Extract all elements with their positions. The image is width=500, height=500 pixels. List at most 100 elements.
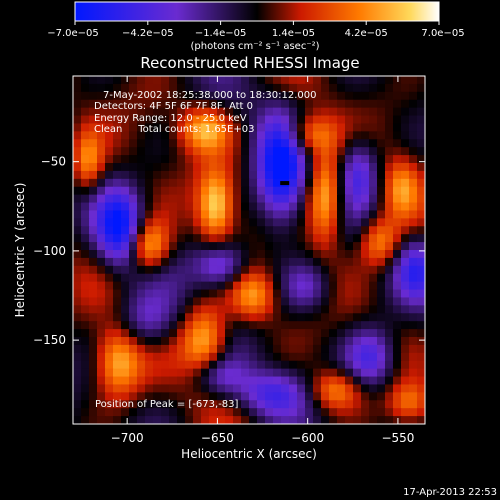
heatmap-cell (145, 250, 154, 259)
heatmap-cell (353, 210, 362, 219)
heatmap-cell (385, 83, 394, 93)
heatmap-cell (305, 131, 314, 140)
heatmap-cell (401, 115, 410, 125)
heatmap-cell (217, 155, 226, 164)
heatmap-cell (369, 242, 378, 251)
heatmap-cell (281, 384, 290, 393)
heatmap-cell (313, 170, 322, 180)
heatmap-cell (273, 305, 282, 314)
heatmap-cell (401, 257, 410, 267)
heatmap-cell (417, 91, 425, 101)
heatmap-cell (401, 360, 410, 370)
heatmap-cell (369, 360, 378, 370)
heatmap-cell (289, 163, 298, 172)
heatmap-cell (257, 352, 266, 362)
heatmap-cell (305, 400, 314, 409)
heatmap-cell (129, 392, 138, 401)
heatmap-cell (289, 408, 298, 417)
heatmap-cell (209, 329, 218, 338)
heatmap-cell (137, 242, 146, 251)
heatmap-cell (361, 400, 370, 409)
heatmap-cell (209, 337, 218, 346)
heatmap-cell (249, 155, 258, 164)
heatmap-cell (329, 170, 338, 180)
heatmap-cell (313, 289, 322, 299)
heatmap-cell (209, 178, 218, 188)
heatmap-cell (297, 281, 306, 291)
heatmap-cell (185, 194, 194, 204)
heatmap-cell (385, 147, 394, 156)
heatmap-cell (97, 131, 106, 140)
heatmap-cell (417, 123, 425, 132)
heatmap-cell (329, 337, 338, 346)
heatmap-cell (345, 352, 354, 362)
heatmap-cell (193, 408, 202, 417)
heatmap-cell (401, 352, 410, 362)
heatmap-cell (321, 218, 330, 227)
heatmap-cell (337, 155, 346, 164)
heatmap-cell (185, 218, 194, 227)
heatmap-cell (73, 194, 82, 204)
heatmap-cell (369, 376, 378, 386)
heatmap-cell (273, 400, 282, 409)
heatmap-cell (393, 170, 402, 180)
heatmap-cell (145, 242, 154, 251)
heatmap-cell (385, 329, 394, 338)
heatmap-cell (241, 242, 250, 251)
heatmap-cell (289, 281, 298, 291)
heatmap-cell (321, 178, 330, 188)
heatmap-cell (265, 384, 274, 393)
heatmap-cell (137, 392, 146, 401)
heatmap-cell (225, 416, 234, 424)
heatmap-cell (129, 376, 138, 386)
heatmap-cell (217, 265, 226, 275)
heatmap-cell (177, 281, 186, 291)
heatmap-cell (217, 147, 226, 156)
heatmap-cell (113, 218, 122, 227)
heatmap-cell (337, 281, 346, 291)
heatmap-cell (225, 170, 234, 180)
heatmap-cell (169, 218, 178, 227)
heatmap-cell (233, 202, 242, 212)
heatmap-cell (209, 218, 218, 227)
heatmap-cell (113, 115, 122, 125)
heatmap-cell (377, 257, 386, 267)
heatmap-cell (121, 202, 130, 212)
heatmap-cell (89, 273, 98, 283)
heatmap-cell (369, 83, 378, 93)
heatmap-cell (329, 400, 338, 409)
heatmap-cell (153, 297, 162, 306)
heatmap-cell (329, 155, 338, 164)
heatmap-cell (353, 242, 362, 251)
heatmap-cell (81, 250, 90, 259)
heatmap-cell (361, 329, 370, 338)
heatmap-cell (137, 139, 146, 148)
heatmap-cell (161, 210, 170, 219)
heatmap-cell (281, 250, 290, 259)
heatmap-cell (169, 400, 178, 409)
heatmap-cell (401, 83, 410, 93)
heatmap-cell (313, 131, 322, 140)
heatmap-cell (297, 273, 306, 283)
heatmap-cell (177, 170, 186, 180)
heatmap-cell (201, 163, 210, 172)
heatmap-cell (329, 210, 338, 219)
heatmap-cell (113, 273, 122, 283)
heatmap-cell (193, 147, 202, 156)
heatmap-cell (273, 416, 282, 424)
heatmap-cell (129, 194, 138, 204)
heatmap-cell (145, 107, 154, 117)
heatmap-cell (265, 305, 274, 314)
heatmap-cell (345, 99, 354, 109)
heatmap-cell (161, 139, 170, 148)
heatmap-cell (273, 250, 282, 259)
heatmap-cell (217, 273, 226, 283)
heatmap-cell (97, 250, 106, 259)
heatmap-cell (257, 265, 266, 275)
heatmap-cell (257, 257, 266, 267)
heatmap-cell (337, 242, 346, 251)
heatmap-cell (241, 147, 250, 156)
heatmap-cell (297, 147, 306, 156)
heatmap-cell (337, 194, 346, 204)
heatmap-cell (289, 210, 298, 219)
